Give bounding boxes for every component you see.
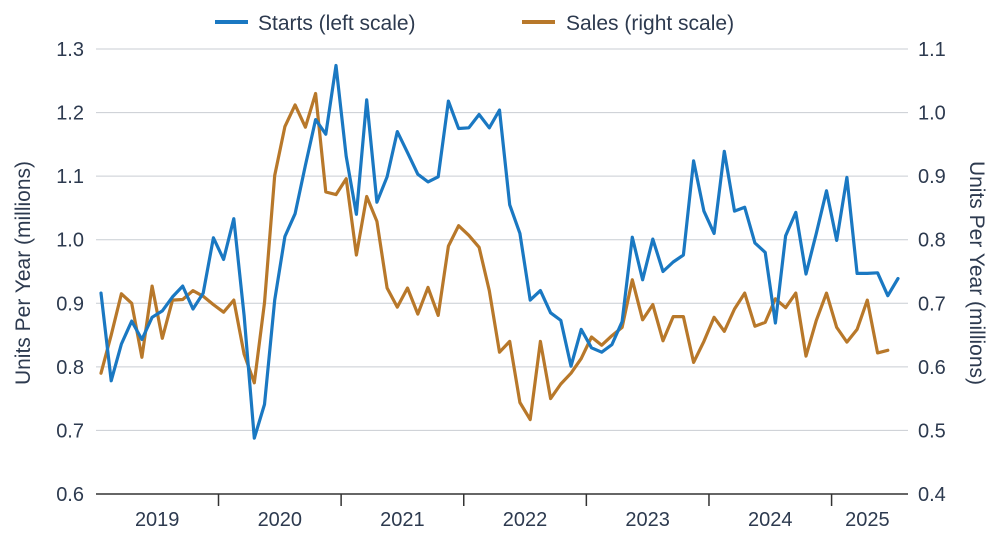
x-tick-label: 2022 [503,509,548,531]
series-starts-line [99,63,900,440]
y-tick-right-label: 1.1 [918,39,946,61]
y-tick-left-label: 0.9 [56,293,84,315]
y-axis-left: 0.6 0.7 0.8 0.9 1.0 1.1 1.2 1.3 [56,39,84,506]
series-lines [99,63,900,440]
y-tick-right-label: 1.0 [918,103,946,125]
x-tick-label: 2020 [258,509,303,531]
y-tick-left-label: 0.7 [56,420,84,442]
legend-label-sales: Sales (right scale) [566,12,734,35]
y-tick-left-label: 1.2 [56,103,84,125]
y-tick-right-label: 0.7 [918,293,946,315]
x-axis [96,493,908,506]
x-tick-label: 2024 [748,509,793,531]
y-tick-left-label: 1.3 [56,39,84,61]
y-tick-right-label: 0.9 [918,166,946,188]
x-tick-label: 2019 [135,509,180,531]
y-tick-right-label: 0.5 [918,420,946,442]
series-sales-line [99,91,890,422]
y-axis-right: 0.4 0.5 0.6 0.7 0.8 0.9 1.0 1.1 [918,39,946,506]
y-axis-left-title: Units Per Year (millions) [12,161,35,385]
y-tick-right-label: 0.8 [918,230,946,252]
y-tick-left-label: 0.6 [56,484,84,506]
y-tick-right-label: 0.4 [918,484,946,506]
x-tick-label: 2021 [380,509,425,531]
y-tick-left-label: 1.1 [56,166,84,188]
y-tick-right-label: 0.6 [918,357,946,379]
legend-label-starts: Starts (left scale) [258,12,416,35]
x-tick-label: 2023 [625,509,670,531]
x-tick-label: 2025 [845,509,890,531]
year-labels: 2019 2020 2021 2022 2023 2024 2025 [135,509,890,531]
y-tick-left-label: 0.8 [56,357,84,379]
y-axis-right-title: Units Per Year (millions) [965,161,988,385]
y-tick-left-label: 1.0 [56,230,84,252]
legend: Starts (left scale) Sales (right scale) [215,12,734,35]
